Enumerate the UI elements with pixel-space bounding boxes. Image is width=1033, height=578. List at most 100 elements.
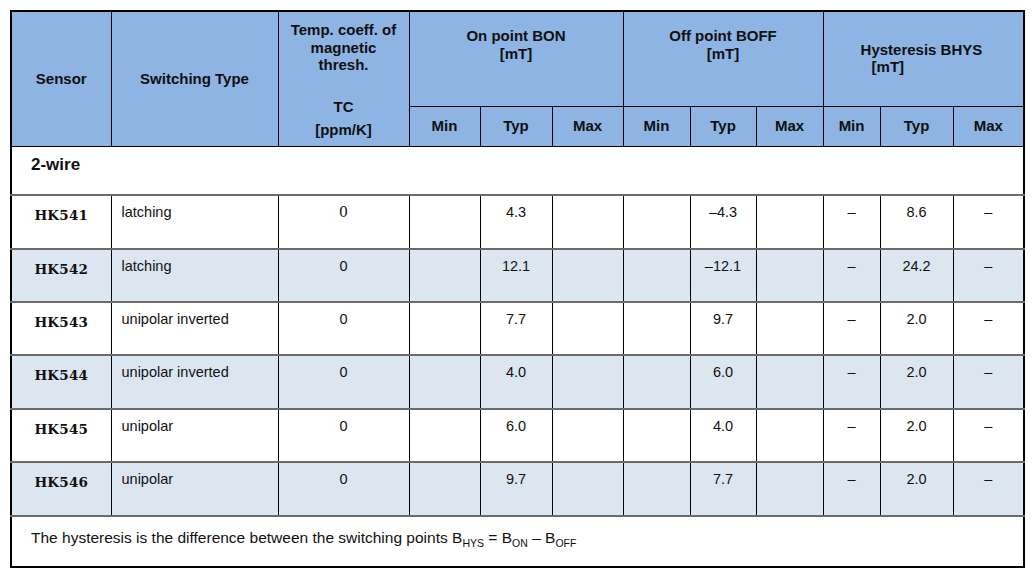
footnote-subscript: HYS: [462, 537, 484, 549]
off-min-cell: [623, 355, 690, 408]
header-group-off-point: Off point BOFF [mT]: [623, 11, 823, 106]
group-unit: [mT]: [872, 58, 1023, 76]
group-unit: [mT]: [411, 45, 622, 63]
subheader-off-max: Max: [756, 106, 823, 146]
header-row-groups: Sensor Switching Type Temp. coeff. of ma…: [11, 11, 1024, 106]
tc-title-line: Temp. coeff. of: [280, 21, 408, 39]
off-min-cell: [623, 195, 690, 248]
group-title: Off point BOFF: [625, 27, 822, 45]
sensor-name-cell: HK543: [11, 302, 111, 355]
switching-type-cell: unipolar inverted: [111, 302, 278, 355]
off-min-cell: [623, 249, 690, 302]
hys-typ-cell: 2.0: [880, 462, 953, 515]
group-title: On point BON: [411, 27, 622, 45]
off-typ-cell: 7.7: [690, 462, 756, 515]
on-typ-cell: 4.0: [480, 355, 552, 408]
off-max-cell: [756, 302, 823, 355]
off-typ-cell: 4.0: [690, 409, 756, 462]
tc-value-cell: 0: [278, 302, 409, 355]
tc-unit: [ppm/K]: [280, 121, 408, 139]
sensor-name-cell: HK542: [11, 249, 111, 302]
subheader-off-typ: Typ: [690, 106, 756, 146]
hys-max-cell: –: [953, 195, 1024, 248]
off-max-cell: [756, 409, 823, 462]
hys-min-cell: –: [823, 302, 880, 355]
subheader-on-typ: Typ: [480, 106, 552, 146]
hys-min-cell: –: [823, 249, 880, 302]
subheader-hys-max: Max: [953, 106, 1024, 146]
hys-typ-cell: 2.0: [880, 409, 953, 462]
footnote-part: = B: [484, 529, 512, 546]
subheader-hys-typ: Typ: [880, 106, 953, 146]
hys-min-cell: –: [823, 462, 880, 515]
on-min-cell: [409, 355, 480, 408]
hys-max-cell: –: [953, 409, 1024, 462]
tc-value-cell: 0: [278, 355, 409, 408]
footnote-part: – B: [528, 529, 556, 546]
footnote-part: The hysteresis is the difference between…: [31, 529, 462, 546]
off-typ-cell: 9.7: [690, 302, 756, 355]
table-row: HK543unipolar inverted07.79.7–2.0–: [11, 302, 1024, 355]
hys-typ-cell: 2.0: [880, 302, 953, 355]
switching-type-cell: latching: [111, 195, 278, 248]
off-typ-cell: –12.1: [690, 249, 756, 302]
hys-min-cell: –: [823, 355, 880, 408]
subheader-hys-min: Min: [823, 106, 880, 146]
tc-symbol: TC: [280, 98, 408, 116]
group-unit: [mT]: [625, 45, 822, 63]
off-max-cell: [756, 355, 823, 408]
table-row: HK542latching012.1–12.1–24.2–: [11, 249, 1024, 302]
off-max-cell: [756, 462, 823, 515]
on-min-cell: [409, 195, 480, 248]
off-typ-cell: 6.0: [690, 355, 756, 408]
on-min-cell: [409, 249, 480, 302]
tc-title-line: magnetic: [280, 39, 408, 57]
footnote-subscript: OFF: [555, 537, 576, 549]
footnote-text: The hysteresis is the difference between…: [11, 516, 1024, 567]
on-min-cell: [409, 302, 480, 355]
on-max-cell: [552, 355, 623, 408]
header-group-hysteresis: Hysteresis BHYS [mT]: [823, 11, 1024, 106]
on-max-cell: [552, 302, 623, 355]
header-group-on-point: On point BON [mT]: [409, 11, 623, 106]
sensor-name-cell: HK546: [11, 462, 111, 515]
on-typ-cell: 6.0: [480, 409, 552, 462]
subheader-on-min: Min: [409, 106, 480, 146]
hys-typ-cell: 2.0: [880, 355, 953, 408]
off-min-cell: [623, 409, 690, 462]
hys-min-cell: –: [823, 195, 880, 248]
on-max-cell: [552, 462, 623, 515]
header-cell-temp-coeff: Temp. coeff. of magnetic thresh. TC [ppm…: [278, 11, 409, 146]
sensor-name-cell: HK544: [11, 355, 111, 408]
footnote-subscript: ON: [512, 537, 528, 549]
on-typ-cell: 7.7: [480, 302, 552, 355]
off-min-cell: [623, 462, 690, 515]
off-max-cell: [756, 249, 823, 302]
subheader-on-max: Max: [552, 106, 623, 146]
datasheet-page: Sensor Switching Type Temp. coeff. of ma…: [10, 10, 1023, 568]
sensor-name-cell: HK541: [11, 195, 111, 248]
on-max-cell: [552, 249, 623, 302]
header-cell-sensor: Sensor: [11, 11, 111, 146]
on-max-cell: [552, 409, 623, 462]
section-row: 2-wire: [11, 146, 1024, 195]
tc-value-cell: 0: [278, 249, 409, 302]
on-typ-cell: 12.1: [480, 249, 552, 302]
table-row: HK546unipolar09.77.7–2.0–: [11, 462, 1024, 515]
off-typ-cell: –4.3: [690, 195, 756, 248]
table-body: 2-wire HK541latching04.3–4.3–8.6–HK542la…: [11, 146, 1024, 567]
header-cell-switching-type: Switching Type: [111, 11, 278, 146]
hys-max-cell: –: [953, 355, 1024, 408]
subheader-off-min: Min: [623, 106, 690, 146]
section-label: 2-wire: [11, 146, 1024, 195]
on-min-cell: [409, 462, 480, 515]
sensor-spec-table: Sensor Switching Type Temp. coeff. of ma…: [10, 10, 1025, 568]
hys-typ-cell: 8.6: [880, 195, 953, 248]
footnote-row: The hysteresis is the difference between…: [11, 516, 1024, 567]
table-row: HK544unipolar inverted0 4.0 6.0 –2.0–: [11, 355, 1024, 408]
switching-type-cell: unipolar: [111, 462, 278, 515]
switching-type-cell: unipolar: [111, 409, 278, 462]
switching-type-cell: unipolar inverted: [111, 355, 278, 408]
tc-value-cell: 0: [278, 195, 409, 248]
tc-title-line: thresh.: [280, 56, 408, 74]
